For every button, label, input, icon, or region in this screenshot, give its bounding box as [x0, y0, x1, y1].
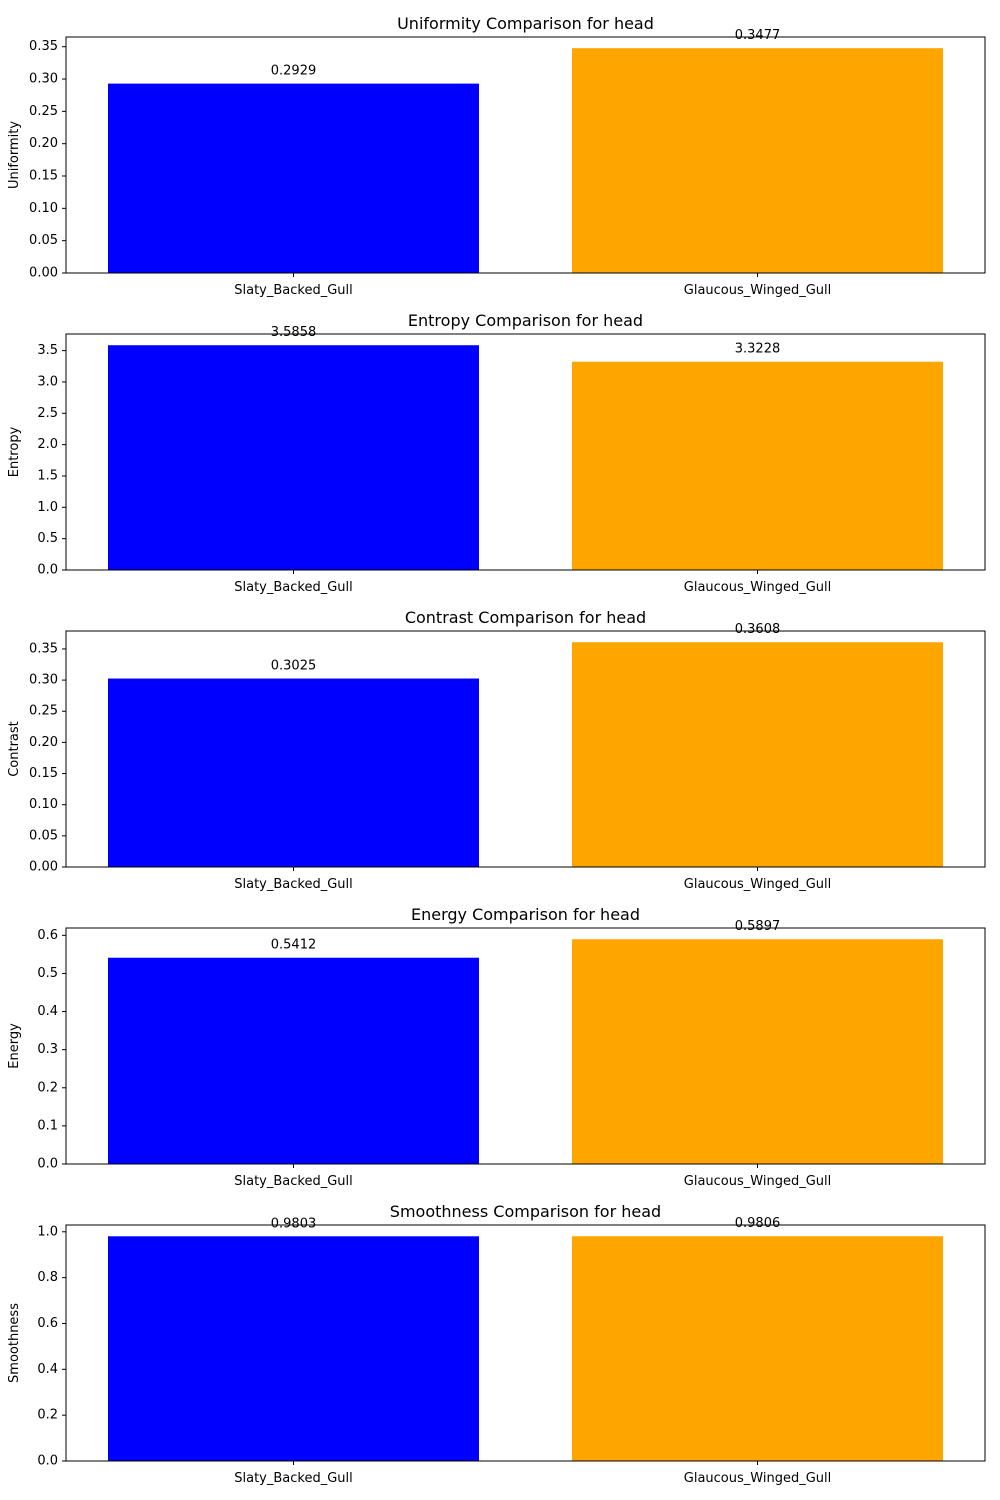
chart-4-title: Energy Comparison for head: [411, 905, 640, 924]
chart-1-y-tick-label-8: 0.35: [29, 39, 58, 54]
chart-5-axes-frame: [65, 1224, 986, 1462]
chart-5-data-label-1: 0.9803: [271, 1216, 317, 1231]
chart-2-y-tick-label-8: 3.5: [37, 343, 58, 358]
chart-3-y-tick-label-1: 0.00: [29, 860, 58, 875]
chart-5-y-tick-label-6: 1.0: [37, 1224, 58, 1239]
chart-2-y-tick-label-2: 0.5: [37, 531, 58, 546]
chart-1-data-label-2: 0.3477: [735, 28, 781, 43]
chart-5-y-tick-label-3: 0.4: [37, 1362, 58, 1377]
chart-2-bar-1: [108, 345, 479, 570]
chart-1-x-tick-label-2: Glaucous_Winged_Gull: [684, 283, 831, 298]
chart-5-x-tick-label-1: Slaty_Backed_Gull: [234, 1471, 353, 1486]
chart-2-bar-2: [572, 361, 943, 570]
chart-1-x-tick-label-1: Slaty_Backed_Gull: [234, 283, 353, 298]
chart-2-data-label-1: 3.5858: [271, 325, 317, 340]
chart-5-bar-2: [572, 1236, 943, 1461]
chart-5-bar-1: [108, 1236, 479, 1461]
chart-3-bar-2: [572, 642, 943, 867]
chart-5-y-tick-label-4: 0.6: [37, 1316, 58, 1331]
chart-4-y-tick-label-5: 0.4: [37, 1004, 58, 1019]
chart-4-bar-1: [108, 957, 479, 1164]
chart-5-y-axis-label: Smoothness: [7, 1303, 22, 1383]
chart-3-y-tick-label-7: 0.30: [29, 673, 58, 688]
chart-5-title: Smoothness Comparison for head: [390, 1202, 661, 1221]
chart-2-title: Entropy Comparison for head: [408, 311, 643, 330]
chart-1-y-axis-label: Uniformity: [7, 121, 22, 189]
chart-2-data-label-2: 3.3228: [735, 342, 781, 357]
chart-2-y-tick-label-3: 1.0: [37, 500, 58, 515]
chart-1-bar-1: [108, 83, 479, 274]
chart-3-x-tick-label-1: Slaty_Backed_Gull: [234, 877, 353, 892]
chart-1-y-tick-label-2: 0.05: [29, 233, 58, 248]
chart-5-y-tick-label-5: 0.8: [37, 1270, 58, 1285]
chart-1-y-tick-label-7: 0.30: [29, 72, 58, 87]
chart-4-y-tick-label-2: 0.1: [37, 1118, 58, 1133]
chart-5-x-tick-label-2: Glaucous_Winged_Gull: [684, 1471, 831, 1486]
chart-2-y-tick-label-6: 2.5: [37, 406, 58, 421]
chart-5-y-tick-label-2: 0.2: [37, 1408, 58, 1423]
chart-2-y-tick-label-4: 1.5: [37, 468, 58, 483]
chart-2-x-tick-label-1: Slaty_Backed_Gull: [234, 580, 353, 595]
chart-3-bar-1: [108, 678, 479, 867]
chart-4-y-tick-label-3: 0.2: [37, 1080, 58, 1095]
chart-3-y-tick-label-3: 0.10: [29, 797, 58, 812]
chart-3-y-tick-label-5: 0.20: [29, 735, 58, 750]
chart-1-y-tick-label-4: 0.15: [29, 169, 58, 184]
chart-3-data-label-1: 0.3025: [271, 659, 317, 674]
chart-3-y-tick-label-4: 0.15: [29, 766, 58, 781]
chart-4-y-axis-label: Energy: [7, 1023, 22, 1069]
chart-2-y-tick-label-5: 2.0: [37, 437, 58, 452]
chart-1-y-tick-label-1: 0.00: [29, 266, 58, 281]
chart-3-x-tick-label-2: Glaucous_Winged_Gull: [684, 877, 831, 892]
chart-5-y-tick-label-1: 0.0: [37, 1454, 58, 1469]
chart-3-y-axis-label: Contrast: [7, 721, 22, 777]
chart-4-y-tick-label-4: 0.3: [37, 1042, 58, 1057]
chart-3-axes-frame: [65, 630, 986, 868]
chart-4-data-label-1: 0.5412: [271, 938, 317, 953]
chart-1-axes-frame: [65, 36, 986, 274]
chart-3-y-tick-label-8: 0.35: [29, 641, 58, 656]
chart-2-y-axis-label: Entropy: [7, 426, 22, 477]
chart-2-y-tick-label-1: 0.0: [37, 563, 58, 578]
chart-1-data-label-1: 0.2929: [271, 64, 317, 79]
chart-3-y-tick-label-2: 0.05: [29, 828, 58, 843]
chart-5-data-label-2: 0.9806: [735, 1216, 781, 1231]
chart-1-y-tick-label-3: 0.10: [29, 201, 58, 216]
chart-2-y-tick-label-7: 3.0: [37, 374, 58, 389]
chart-4-bar-2: [572, 939, 943, 1164]
chart-1-y-tick-label-5: 0.20: [29, 136, 58, 151]
chart-4-y-tick-label-6: 0.5: [37, 966, 58, 981]
chart-4-y-tick-label-1: 0.0: [37, 1157, 58, 1172]
chart-4-x-tick-label-2: Glaucous_Winged_Gull: [684, 1174, 831, 1189]
chart-3-data-label-2: 0.3608: [735, 622, 781, 637]
chart-1-bar-2: [572, 48, 943, 273]
chart-4-x-tick-label-1: Slaty_Backed_Gull: [234, 1174, 353, 1189]
chart-2-x-tick-label-2: Glaucous_Winged_Gull: [684, 580, 831, 595]
chart-4-y-tick-label-7: 0.6: [37, 928, 58, 943]
chart-3-y-tick-label-6: 0.25: [29, 704, 58, 719]
chart-1-title: Uniformity Comparison for head: [397, 14, 654, 33]
chart-1-y-tick-label-6: 0.25: [29, 104, 58, 119]
chart-4-data-label-2: 0.5897: [735, 919, 781, 934]
chart-4-axes-frame: [65, 927, 986, 1165]
chart-3-title: Contrast Comparison for head: [405, 608, 646, 627]
chart-2-axes-frame: [65, 333, 986, 571]
